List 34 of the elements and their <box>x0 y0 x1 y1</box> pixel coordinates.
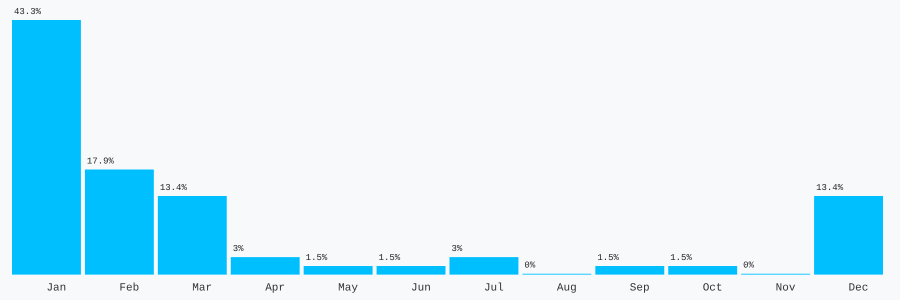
x-tick-label: Jul <box>484 282 504 294</box>
bar <box>12 20 81 275</box>
data-label: 3% <box>452 244 463 254</box>
data-label: 1.5% <box>670 252 692 263</box>
data-label: 1.5% <box>378 252 401 263</box>
x-tick-label: Nov <box>776 282 796 294</box>
x-tick-label: Jun <box>411 282 431 294</box>
bar <box>595 266 664 275</box>
bar <box>304 266 373 275</box>
bar <box>84 169 154 275</box>
x-tick-label: May <box>338 282 358 294</box>
bar <box>230 257 300 275</box>
data-label: 13.4% <box>816 182 844 193</box>
bar <box>376 266 446 275</box>
x-tick-label: Apr <box>265 282 286 294</box>
data-label: 17.9% <box>86 156 115 166</box>
x-tick-label: Mar <box>192 282 212 294</box>
bar <box>450 257 518 275</box>
data-label: 0% <box>524 260 536 271</box>
x-tick-label: Feb <box>119 282 140 294</box>
data-label: 0% <box>743 260 755 271</box>
data-label: 3% <box>232 244 244 254</box>
data-label: 43.3% <box>14 6 42 17</box>
x-tick-label: Sep <box>630 282 650 294</box>
x-tick-label: Dec <box>848 282 868 294</box>
x-tick-label: Jan <box>46 282 66 294</box>
bar <box>158 196 227 275</box>
bar <box>668 266 738 275</box>
bar <box>814 196 883 275</box>
data-label: 1.5% <box>597 252 620 263</box>
x-tick-label: Aug <box>556 282 577 294</box>
data-label: 1.5% <box>306 252 328 263</box>
data-label: 13.4% <box>160 182 188 193</box>
x-tick-label: Oct <box>702 282 723 294</box>
